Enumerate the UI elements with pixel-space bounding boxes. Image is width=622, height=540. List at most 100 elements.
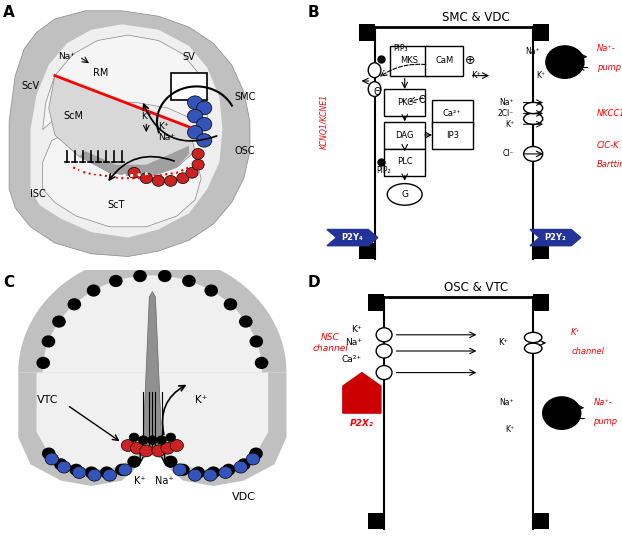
- Circle shape: [53, 316, 65, 327]
- Circle shape: [187, 126, 203, 139]
- FancyBboxPatch shape: [170, 73, 207, 100]
- Text: Na⁺: Na⁺: [499, 98, 514, 107]
- Text: K⁺: K⁺: [134, 476, 146, 485]
- Text: P2X₂: P2X₂: [350, 420, 374, 428]
- Ellipse shape: [524, 146, 543, 161]
- Text: Na⁺: Na⁺: [159, 133, 175, 142]
- Circle shape: [239, 316, 252, 327]
- Text: K⁺: K⁺: [498, 339, 508, 347]
- Circle shape: [192, 467, 204, 478]
- Text: NKCC1: NKCC1: [596, 109, 622, 118]
- Circle shape: [165, 176, 177, 186]
- Text: K⁺: K⁺: [141, 112, 152, 120]
- Circle shape: [246, 453, 259, 465]
- Circle shape: [129, 433, 139, 442]
- Circle shape: [37, 357, 49, 368]
- FancyBboxPatch shape: [384, 122, 425, 148]
- Text: A: A: [3, 5, 15, 21]
- Polygon shape: [18, 373, 287, 486]
- Text: SMC: SMC: [234, 92, 256, 102]
- Circle shape: [68, 299, 80, 310]
- Text: P2Y₄: P2Y₄: [341, 233, 363, 242]
- Text: Barttin: Barttin: [596, 160, 622, 169]
- Circle shape: [192, 148, 204, 159]
- Bar: [368, 513, 384, 529]
- Circle shape: [207, 467, 220, 478]
- Ellipse shape: [376, 328, 392, 342]
- Circle shape: [197, 133, 212, 147]
- Text: K⁺: K⁺: [159, 123, 169, 131]
- Circle shape: [250, 336, 262, 347]
- Text: PIP₂: PIP₂: [376, 166, 391, 174]
- Circle shape: [225, 299, 236, 310]
- Text: PIP₃: PIP₃: [394, 44, 408, 53]
- Ellipse shape: [388, 184, 422, 205]
- Circle shape: [170, 440, 183, 451]
- Ellipse shape: [376, 366, 392, 380]
- Bar: [533, 294, 549, 310]
- Polygon shape: [37, 373, 268, 470]
- Circle shape: [177, 464, 189, 475]
- Bar: [359, 24, 374, 40]
- Circle shape: [109, 275, 122, 286]
- Circle shape: [192, 159, 204, 170]
- FancyBboxPatch shape: [432, 122, 473, 148]
- Text: ClC-K: ClC-K: [596, 141, 620, 150]
- Polygon shape: [79, 146, 189, 178]
- Circle shape: [57, 461, 71, 473]
- FancyBboxPatch shape: [425, 46, 463, 76]
- Polygon shape: [327, 230, 378, 246]
- FancyBboxPatch shape: [391, 46, 429, 76]
- Text: K⁺: K⁺: [505, 120, 514, 129]
- Text: DAG: DAG: [396, 131, 414, 139]
- Text: ScT: ScT: [107, 200, 124, 210]
- Text: Ca²⁺: Ca²⁺: [443, 109, 462, 118]
- Text: K⁺: K⁺: [537, 71, 546, 80]
- Text: OSC & VTC: OSC & VTC: [444, 281, 508, 294]
- Text: pump: pump: [596, 63, 621, 72]
- FancyBboxPatch shape: [432, 100, 473, 127]
- Circle shape: [187, 109, 203, 123]
- Circle shape: [140, 173, 152, 184]
- Bar: [533, 24, 549, 40]
- Text: RM: RM: [93, 68, 108, 78]
- Text: SV: SV: [183, 52, 195, 62]
- Circle shape: [187, 96, 203, 109]
- Circle shape: [55, 459, 67, 470]
- Polygon shape: [30, 24, 223, 238]
- Circle shape: [186, 167, 198, 178]
- Text: Ca²⁺: Ca²⁺: [341, 355, 362, 363]
- Text: C: C: [3, 275, 14, 291]
- Ellipse shape: [524, 113, 543, 125]
- Ellipse shape: [524, 332, 542, 342]
- Circle shape: [138, 436, 148, 444]
- Circle shape: [159, 271, 171, 281]
- Text: NSC
channel: NSC channel: [312, 333, 348, 353]
- Text: VDC: VDC: [231, 492, 256, 502]
- Polygon shape: [49, 76, 195, 178]
- FancyBboxPatch shape: [384, 148, 425, 176]
- Text: OSC: OSC: [234, 146, 255, 156]
- Circle shape: [188, 469, 202, 481]
- Circle shape: [183, 275, 195, 286]
- Text: K⁺: K⁺: [571, 328, 581, 336]
- Circle shape: [42, 336, 55, 347]
- Text: Na⁺: Na⁺: [156, 476, 174, 485]
- Bar: [368, 294, 384, 310]
- Circle shape: [134, 271, 146, 281]
- Text: K⁺: K⁺: [195, 395, 207, 404]
- Text: Na⁺-: Na⁺-: [596, 44, 615, 53]
- Text: G: G: [401, 190, 408, 199]
- Circle shape: [165, 456, 177, 467]
- Polygon shape: [18, 254, 287, 373]
- Circle shape: [197, 102, 212, 115]
- Text: ISC: ISC: [30, 190, 46, 199]
- Text: CaM: CaM: [435, 56, 453, 65]
- Text: channel: channel: [571, 347, 604, 355]
- Polygon shape: [43, 275, 262, 373]
- Text: P2Y₂: P2Y₂: [544, 233, 566, 242]
- Circle shape: [70, 464, 82, 475]
- Text: Na⁺: Na⁺: [499, 398, 514, 407]
- Circle shape: [139, 445, 153, 457]
- Text: VTC: VTC: [37, 395, 58, 404]
